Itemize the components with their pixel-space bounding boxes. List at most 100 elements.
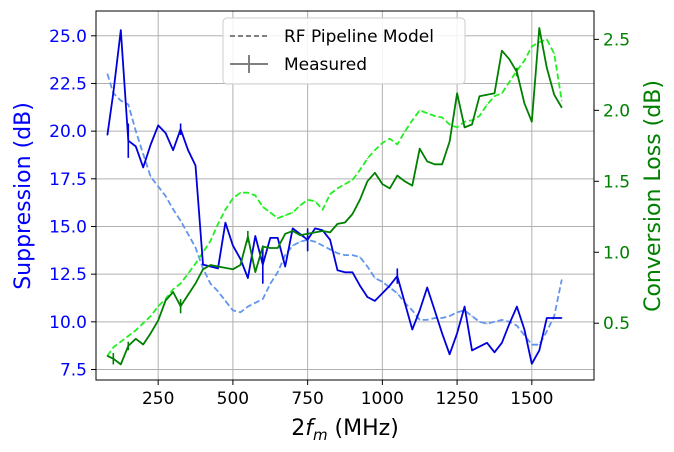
suppression-model-point-17 (232, 309, 234, 311)
conversion-loss-model-point-29 (321, 209, 324, 211)
conversion-loss-model-point-40 (404, 131, 406, 133)
conversion-loss-measured-point-43 (426, 160, 428, 163)
suppression-model-point-21 (262, 298, 264, 300)
conversion-loss-measured-point-57 (531, 121, 533, 123)
legend: RF Pipeline Model Measured (222, 17, 466, 85)
y-left-tick-label-7: 25.0 (49, 27, 87, 47)
x-axis-title-suffix: (MHz) (328, 416, 399, 441)
suppression-model-point-26 (299, 241, 301, 243)
suppression-measured-point-16 (224, 222, 227, 224)
conversion-loss-model-point-47 (456, 126, 458, 128)
suppression-model-point-44 (434, 317, 436, 319)
suppression-measured-point-22 (269, 237, 271, 239)
conversion-loss-measured-point-30 (329, 231, 331, 233)
conversion-loss-model-point-56 (523, 60, 525, 62)
suppression-model-point-51 (486, 323, 488, 325)
conversion-loss-measured-point-29 (321, 230, 324, 232)
conversion-loss-measured-point-51 (486, 94, 488, 96)
conversion-loss-measured-point-49 (471, 123, 473, 126)
suppression-model-point-33 (351, 254, 354, 256)
conversion-loss-measured-point-40 (404, 180, 406, 182)
conversion-loss-measured-point-18 (239, 264, 241, 266)
suppression-model-point-55 (516, 325, 518, 327)
conversion-loss-measured-point-23 (277, 247, 279, 249)
legend-measured-label: Measured (284, 55, 367, 75)
conversion-loss-measured-point-60 (553, 94, 555, 96)
suppression-model-point-9 (172, 208, 174, 210)
suppression-measured-point-36 (374, 300, 376, 302)
suppression-model-point-59 (546, 330, 548, 332)
suppression-measured-point-14 (209, 265, 212, 268)
suppression-measured-point-17 (232, 244, 234, 247)
conversion-loss-model-point-18 (239, 192, 241, 194)
suppression-measured-point-20 (254, 235, 256, 237)
suppression-measured-point-31 (336, 269, 339, 271)
conversion-loss-measured-point-24 (284, 233, 286, 235)
conversion-loss-measured-point-14 (209, 264, 212, 266)
suppression-model-point-37 (381, 281, 383, 283)
conversion-loss-model-point-19 (247, 192, 249, 194)
conversion-loss-measured-point-0 (106, 355, 108, 357)
y-left-tick-label-1: 10.0 (49, 313, 87, 333)
conversion-loss-model-point-15 (217, 223, 219, 225)
conversion-loss-model-point-43 (426, 112, 428, 114)
conversion-loss-model-point-31 (336, 187, 339, 190)
suppression-measured-point-30 (329, 239, 331, 241)
conversion-loss-measured-point-47 (456, 92, 458, 94)
suppression-measured-point-37 (381, 292, 383, 294)
conversion-loss-model-point-35 (366, 158, 369, 160)
conversion-loss-measured-point-11 (187, 294, 189, 296)
suppression-model-point-4 (135, 130, 137, 132)
conversion-loss-model-point-6 (150, 315, 152, 317)
suppression-model-point-2 (120, 100, 122, 102)
conversion-loss-measured-point-36 (374, 172, 376, 174)
suppression-measured-point-9 (172, 149, 174, 151)
conversion-loss-model-point-37 (381, 142, 383, 144)
conversion-loss-model-point-22 (269, 211, 271, 214)
suppression-model-point-58 (538, 344, 540, 346)
conversion-loss-measured-point-50 (478, 95, 481, 97)
suppression-measured-point-2 (120, 29, 122, 31)
conversion-loss-model-point-26 (299, 204, 301, 207)
conversion-loss-measured-point-52 (493, 92, 496, 94)
suppression-measured-point-4 (135, 145, 137, 147)
conversion-loss-measured-point-35 (366, 180, 369, 182)
suppression-measured-point-12 (194, 164, 197, 167)
suppression-measured-point-57 (531, 363, 533, 365)
x-axis-title-variable: f (305, 416, 316, 441)
suppression-model-point-15 (217, 290, 219, 292)
y-left-tick-label-5: 20.0 (49, 122, 87, 142)
conversion-loss-model-point-20 (254, 194, 256, 197)
y-left-tick-label-2: 12.5 (49, 265, 87, 285)
suppression-model-point-22 (269, 283, 271, 285)
suppression-model-point-52 (493, 321, 496, 323)
suppression-model-point-0 (106, 73, 108, 75)
suppression-model-point-43 (426, 319, 428, 321)
y-right-tick-label-3: 2.0 (603, 101, 630, 121)
suppression-model-point-19 (247, 305, 249, 308)
conversion-loss-measured-point-39 (396, 175, 398, 177)
suppression-measured-point-51 (486, 342, 488, 344)
suppression-model-point-32 (344, 254, 346, 256)
conversion-loss-model-point-4 (135, 329, 137, 331)
suppression-model-point-11 (187, 233, 189, 235)
series-group (106, 27, 563, 366)
legend-model-label: RF Pipeline Model (284, 27, 434, 47)
suppression-measured-point-32 (344, 271, 346, 273)
suppression-measured-point-61 (561, 317, 563, 319)
conversion-loss-model-point-27 (307, 199, 309, 201)
suppression-measured-line (106, 29, 562, 365)
suppression-measured-point-58 (538, 349, 540, 352)
suppression-model-point-25 (292, 244, 294, 247)
conversion-loss-measured-point-37 (381, 183, 383, 185)
suppression-model-point-20 (254, 302, 256, 304)
conversion-loss-measured-point-8 (165, 299, 167, 302)
conversion-loss-model-point-34 (359, 169, 361, 171)
suppression-measured-point-11 (187, 149, 189, 151)
suppression-model-point-35 (366, 265, 369, 268)
suppression-measured-point-52 (493, 351, 496, 353)
x-axis-title-subscript: m (313, 426, 328, 444)
conversion-loss-model-point-32 (344, 183, 346, 185)
conversion-loss-model-point-11 (187, 272, 189, 275)
